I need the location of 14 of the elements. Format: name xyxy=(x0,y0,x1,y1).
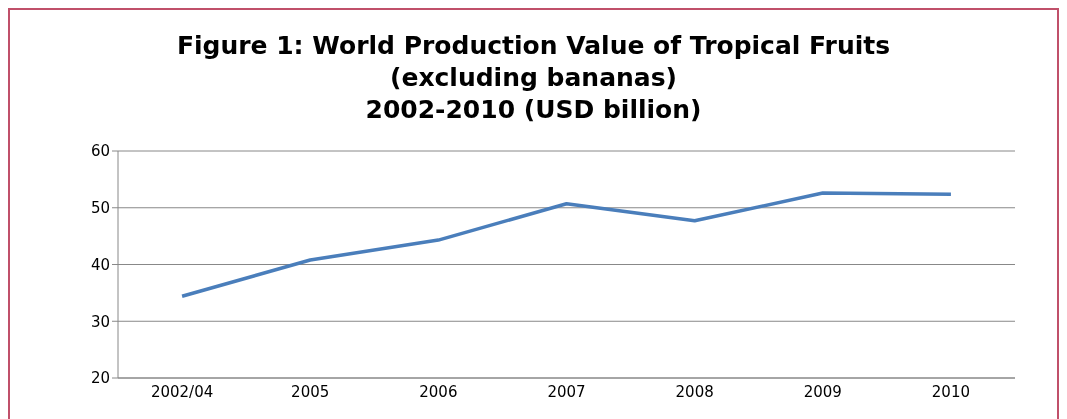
y-tick-label: 60 xyxy=(90,142,110,161)
y-tick-label: 50 xyxy=(90,199,110,218)
x-tick-label: 2005 xyxy=(291,382,330,401)
y-tick-label: 40 xyxy=(90,255,110,274)
x-tick-label: 2010 xyxy=(931,382,971,401)
y-tick-label: 30 xyxy=(90,312,110,331)
x-tick-label: 2009 xyxy=(803,382,842,401)
line-series xyxy=(180,191,953,299)
x-tick-label: 2006 xyxy=(419,382,458,401)
x-tick-label: 2002/04 xyxy=(150,382,214,401)
x-tick-label: 2008 xyxy=(675,382,714,401)
y-tick-label: 20 xyxy=(90,369,110,388)
x-tick-label: 2007 xyxy=(547,382,586,401)
chart-title: Figure 1: World Production Value of Tropical Fruits (excluding bananas) 2002-2010 (USD billion) xyxy=(175,30,892,126)
